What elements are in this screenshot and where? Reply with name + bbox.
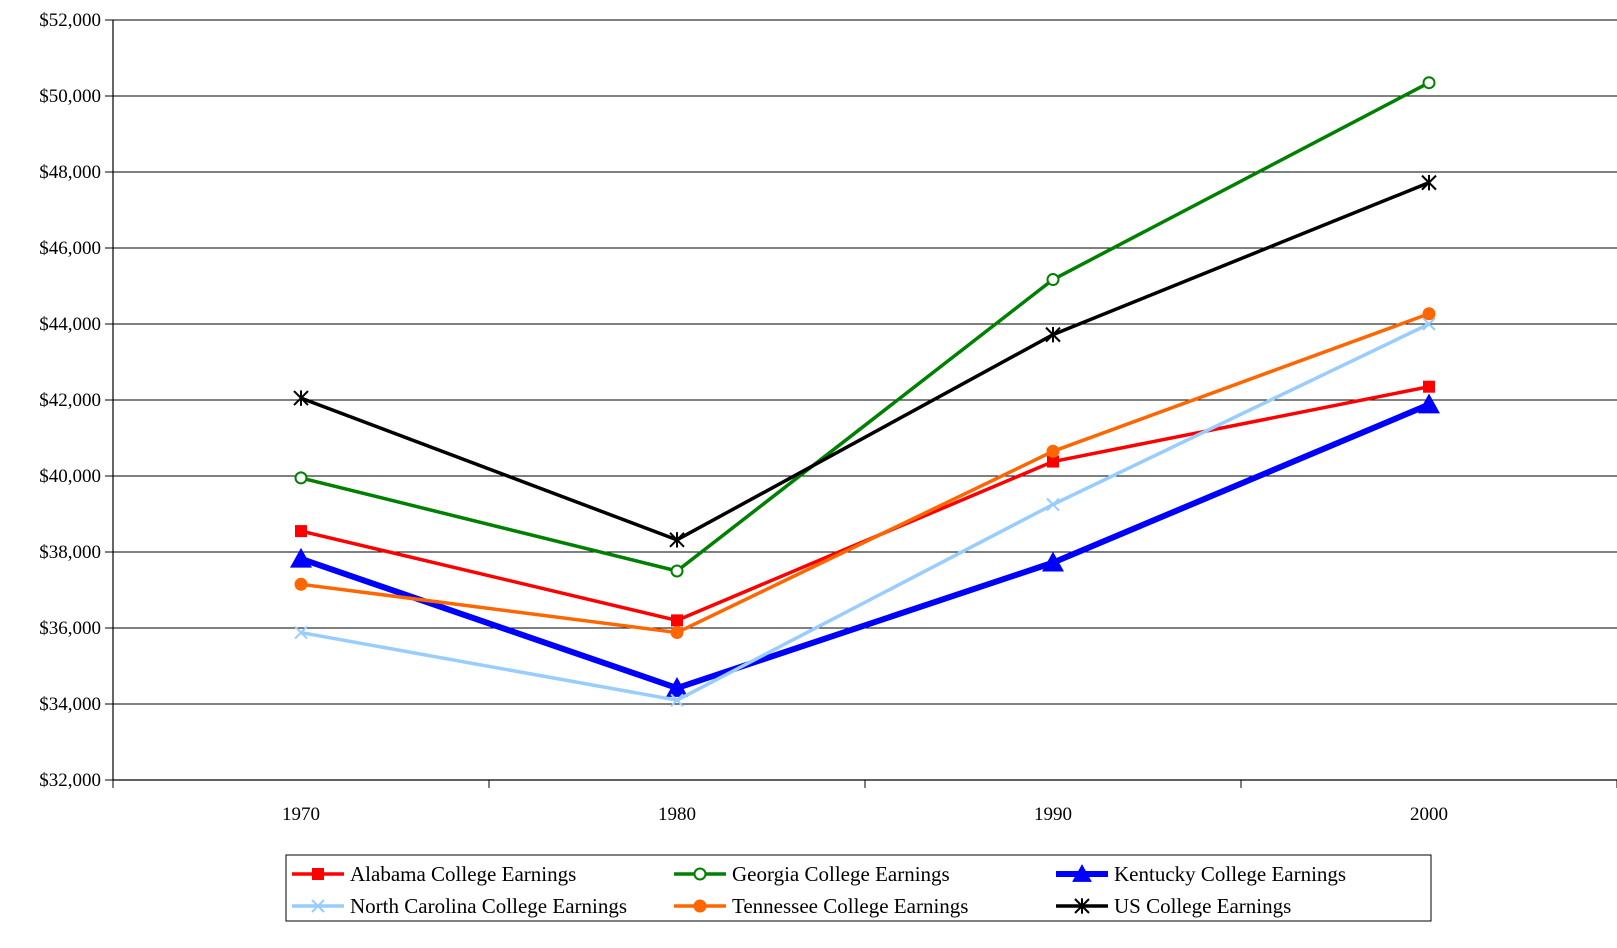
data-point-circle — [670, 626, 684, 640]
x-tick-label: 1990 — [1034, 804, 1072, 825]
series-5 — [294, 307, 1436, 640]
data-point-x — [670, 693, 684, 707]
data-point-star — [1045, 326, 1061, 343]
x-tick-label: 2000 — [1410, 804, 1448, 825]
legend-item: Kentucky College Earnings — [1056, 862, 1346, 886]
data-point-triangle — [666, 677, 688, 697]
series-line — [300, 81, 1430, 573]
y-tick-label: $40,000 — [39, 466, 101, 487]
data-point-star — [1421, 174, 1437, 191]
legend-item: Georgia College Earnings — [674, 862, 950, 886]
y-tick-label: $32,000 — [39, 770, 101, 791]
y-tick-label: $50,000 — [39, 86, 101, 107]
data-point-triangle — [1042, 551, 1064, 572]
gridlines — [113, 19, 1617, 781]
data-point-triangle — [1418, 393, 1440, 414]
series-2 — [294, 76, 1436, 578]
y-tick-label: $44,000 — [39, 314, 101, 335]
data-point-circle — [1422, 307, 1436, 321]
data-point-circle — [1422, 76, 1436, 90]
data-point-square — [1423, 380, 1435, 393]
data-point-x — [1046, 497, 1060, 512]
data-point-circle — [1046, 273, 1060, 287]
y-tick-label: $46,000 — [39, 238, 101, 259]
series-line — [300, 401, 1431, 692]
data-point-x — [1422, 317, 1436, 331]
series-4 — [294, 317, 1436, 707]
axes — [105, 19, 1617, 788]
x-axis-tick-labels: 1970 1980 1990 2000 — [282, 804, 1448, 825]
data-point-circle — [670, 564, 684, 578]
data-point-square — [312, 868, 324, 880]
legend-label: North Carolina College Earnings — [350, 894, 627, 918]
series-6 — [293, 174, 1437, 548]
data-point-star — [1074, 898, 1090, 914]
y-tick-label: $34,000 — [39, 694, 101, 715]
series-line — [300, 384, 1430, 623]
legend-item: US College Earnings — [1056, 894, 1291, 918]
data-point-square — [671, 614, 683, 627]
data-point-square — [1047, 455, 1059, 468]
data-point-triangle — [1072, 864, 1092, 882]
y-tick-label: $52,000 — [39, 10, 101, 31]
plot-area-series — [290, 76, 1440, 707]
legend-label: Tennessee College Earnings — [732, 894, 968, 918]
series-line — [300, 312, 1430, 635]
legend-label: Kentucky College Earnings — [1114, 862, 1346, 886]
legend-label: Georgia College Earnings — [732, 862, 950, 886]
x-tick-label: 1970 — [282, 804, 320, 825]
data-point-triangle — [290, 547, 312, 568]
y-axis-tick-labels: $32,000 $34,000 $36,000 $38,000 $40,000 $42,0… — [39, 10, 101, 791]
series-3 — [290, 393, 1440, 697]
data-point-circle — [1046, 444, 1060, 458]
data-point-circle — [294, 471, 308, 485]
legend-box — [285, 854, 1432, 922]
data-point-x — [311, 899, 325, 913]
data-point-x — [294, 625, 308, 640]
legend-item: Alabama College Earnings — [292, 862, 576, 886]
data-point-star — [293, 390, 309, 406]
x-tick-label: 1980 — [658, 804, 696, 825]
series-line — [300, 322, 1430, 702]
data-point-star — [669, 532, 685, 548]
series-1 — [295, 380, 1435, 627]
legend: Alabama College Earnings Georgia College … — [285, 854, 1432, 922]
legend-item: North Carolina College Earnings — [292, 894, 627, 918]
legend-label: US College Earnings — [1114, 894, 1291, 918]
y-tick-label: $42,000 — [39, 390, 101, 411]
y-tick-label: $36,000 — [39, 618, 101, 639]
data-point-circle — [294, 577, 308, 591]
data-point-square — [295, 525, 307, 538]
data-point-circle — [693, 867, 707, 881]
legend-item: Tennessee College Earnings — [674, 894, 968, 918]
data-point-circle — [693, 899, 707, 913]
series-line — [300, 181, 1430, 542]
legend-label: Alabama College Earnings — [350, 862, 576, 886]
y-tick-label: $48,000 — [39, 162, 101, 183]
y-tick-label: $38,000 — [39, 542, 101, 563]
